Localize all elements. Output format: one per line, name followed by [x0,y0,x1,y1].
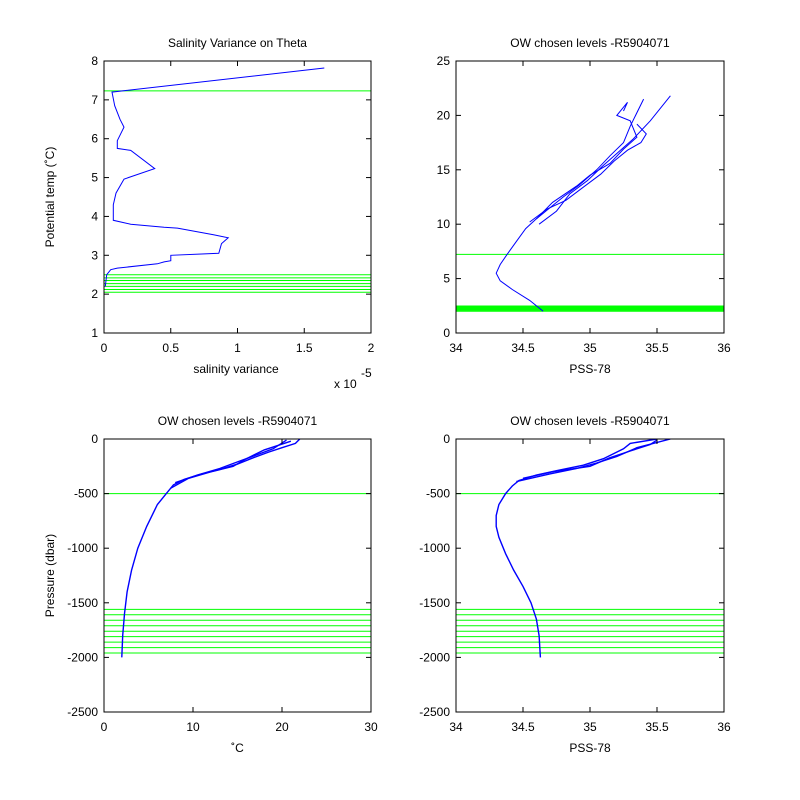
data-series-line [174,439,287,484]
x-tick-label: 36 [717,341,731,355]
plot-area [104,61,371,333]
y-tick-label: 4 [91,209,98,223]
y-tick-label: 2 [91,287,98,301]
y-tick-label: 15 [437,163,451,177]
y-tick-label: -2500 [419,705,450,719]
x-axis-label: salinity variance [193,362,279,376]
y-tick-label: -500 [426,487,450,501]
subplot-salinity-pressure: 34 34.5 35 35.5 36 0 -500 -1000 -1500 -2000 -2500 O… [419,414,731,755]
plot-area [104,439,371,712]
x-tick-label: 34.5 [511,341,535,355]
y-tick-label: 5 [443,272,450,286]
x-tick-label: 35.5 [645,720,669,734]
x-axis-label: ˚C [231,741,244,755]
y-tick-label: -1000 [67,541,98,555]
subplot-salinity-theta: 34 34.5 35 35.5 36 0 5 10 15 20 25 OW chosen levels… [437,36,731,376]
y-tick-label: 0 [443,432,450,446]
x-tick-label: 35.5 [645,341,669,355]
x-scale-multiplier: x 10 [334,377,357,391]
data-layer [104,67,371,293]
data-series-line [529,123,647,223]
chart-title: OW chosen levels -R5904071 [510,36,670,50]
chart-title: OW chosen levels -R5904071 [510,414,670,428]
x-tick-label: 1 [234,341,241,355]
x-tick-label: 2 [368,341,375,355]
subplot-temperature-pressure: 0 10 20 30 0 -500 -1000 -1500 -2000 -2500 OW chose… [43,414,378,755]
x-tick-label: 10 [186,720,200,734]
x-tick-label: 34 [449,720,463,734]
x-tick-label: 20 [275,720,289,734]
x-tick-label: 0.5 [162,341,179,355]
data-layer [104,439,371,658]
x-axis-label: PSS-78 [569,741,611,755]
x-tick-label: 34.5 [511,720,535,734]
y-axis-label: Pressure (dbar) [43,534,57,617]
chart-title: Salinity Variance on Theta [168,36,307,50]
y-axis-label: Potential temp (˚C) [43,147,57,248]
y-tick-label: 0 [91,432,98,446]
x-tick-label: 36 [717,720,731,734]
y-tick-label: 10 [437,217,451,231]
data-series-line [495,98,645,312]
data-layer [456,95,724,312]
data-series-line [495,439,658,658]
data-layer [456,439,724,658]
y-tick-label: -1000 [419,541,450,555]
data-series-line [538,95,671,225]
y-tick-label: -1500 [419,596,450,610]
subplot-salinity-variance: 0 0.5 1 1.5 2 1 2 3 4 5 6 7 8 Salinity Variance on Th… [43,36,375,391]
y-tick-label: -1500 [67,596,98,610]
y-tick-label: 5 [91,171,98,185]
y-tick-label: 0 [443,326,450,340]
y-tick-label: 25 [437,54,451,68]
y-tick-label: 3 [91,248,98,262]
x-tick-label: 1.5 [296,341,313,355]
y-tick-label: -2500 [67,705,98,719]
data-series-line [121,439,301,658]
axes-frame [103,438,372,713]
x-tick-label: 35 [583,341,597,355]
y-tick-label: -2000 [67,650,98,664]
plot-area [456,61,724,333]
x-tick-label: 0 [101,341,108,355]
x-tick-label: 34 [449,341,463,355]
data-series-line [522,439,658,479]
data-series-line [536,101,638,220]
y-tick-label: 8 [91,54,98,68]
x-tick-label: 35 [583,720,597,734]
x-tick-label: 30 [364,720,378,734]
y-tick-label: -500 [74,487,98,501]
y-tick-label: -2000 [419,650,450,664]
chart-title: OW chosen levels -R5904071 [158,414,318,428]
x-tick-label: 0 [101,720,108,734]
y-tick-label: 1 [91,326,98,340]
x-axis-label: PSS-78 [569,362,611,376]
y-tick-label: 6 [91,132,98,146]
y-tick-label: 7 [91,93,98,107]
data-series-line [104,67,325,287]
x-scale-exponent: -5 [361,366,372,380]
plot-area [456,439,724,712]
y-tick-label: 20 [437,108,451,122]
